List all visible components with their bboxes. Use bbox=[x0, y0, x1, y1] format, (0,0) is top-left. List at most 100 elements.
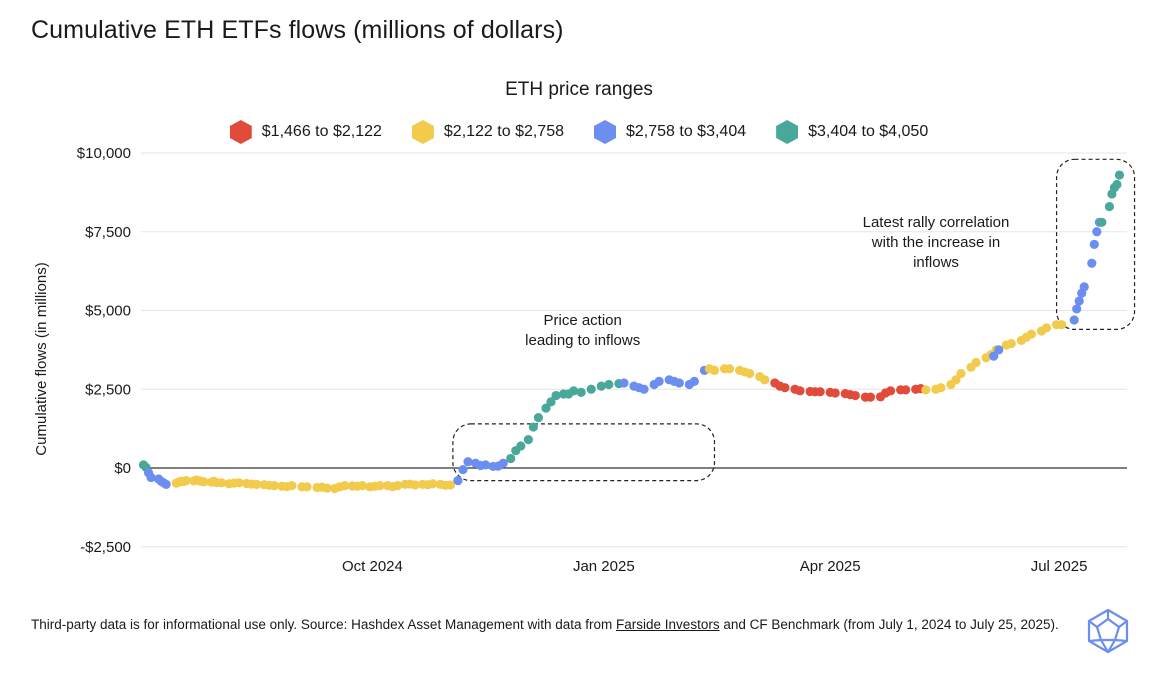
annotation-texts: Price action leading to inflows Latest ral… bbox=[525, 214, 1009, 349]
data-point bbox=[375, 481, 385, 491]
annotation-text: Price action bbox=[544, 312, 622, 329]
data-point bbox=[885, 386, 896, 396]
x-tick-labels: Oct 2024 Jan 2025 Apr 2025 Jul 2025 bbox=[342, 558, 1087, 575]
farside-link[interactable]: Farside Investors bbox=[616, 617, 720, 632]
data-point bbox=[989, 351, 999, 361]
data-point bbox=[1026, 329, 1037, 339]
data-point bbox=[760, 375, 770, 385]
data-point bbox=[951, 375, 961, 385]
footer-text-end: and CF Benchmark (from July 1, 2024 to J… bbox=[719, 617, 1059, 632]
legend: $1,466 to $2,122 $2,122 to $2,758 $2,758… bbox=[0, 120, 1158, 144]
data-point bbox=[410, 480, 420, 490]
data-point bbox=[1097, 217, 1107, 227]
data-point bbox=[1089, 239, 1099, 249]
y-tick-label: $7,500 bbox=[85, 224, 131, 241]
annotation-box bbox=[1055, 158, 1136, 331]
data-point bbox=[392, 481, 403, 491]
data-point bbox=[287, 481, 297, 491]
data-point bbox=[1114, 170, 1125, 180]
data-point bbox=[1112, 179, 1122, 190]
data-point bbox=[216, 478, 227, 488]
data-point bbox=[956, 368, 966, 379]
legend-swatch-blue bbox=[594, 120, 616, 144]
data-point bbox=[815, 387, 825, 397]
y-tick-label: -$2,500 bbox=[80, 539, 131, 556]
legend-label: $2,758 to $3,404 bbox=[626, 123, 747, 140]
data-point bbox=[445, 480, 455, 490]
data-point bbox=[586, 384, 596, 394]
data-point bbox=[458, 464, 468, 475]
data-point bbox=[357, 481, 367, 491]
data-points bbox=[138, 170, 1125, 494]
data-point bbox=[745, 368, 755, 379]
legend-label: $3,404 to $4,050 bbox=[808, 123, 929, 140]
data-point bbox=[795, 386, 805, 396]
x-tick-label: Apr 2025 bbox=[800, 558, 861, 575]
data-point bbox=[161, 479, 171, 489]
data-point bbox=[850, 390, 860, 401]
data-point bbox=[463, 457, 473, 467]
legend-item-range-2: $2,122 to $2,758 bbox=[411, 120, 564, 144]
legend-item-range-3: $2,758 to $3,404 bbox=[594, 120, 746, 144]
data-point bbox=[234, 478, 244, 488]
data-point bbox=[921, 385, 931, 395]
legend-swatch-teal bbox=[776, 120, 799, 144]
y-axis-label: Cumulative flows (in millions) bbox=[33, 262, 50, 455]
data-point bbox=[901, 385, 911, 395]
data-point bbox=[498, 458, 508, 468]
data-point bbox=[604, 379, 614, 390]
data-point bbox=[480, 460, 491, 470]
hashdex-logo-icon bbox=[1087, 608, 1129, 654]
legend-swatch-yellow bbox=[411, 120, 434, 144]
footer-note: Third-party data is for informational us… bbox=[31, 615, 1061, 635]
data-point bbox=[528, 422, 538, 432]
data-point bbox=[1104, 201, 1114, 212]
data-point bbox=[780, 383, 790, 393]
data-point bbox=[199, 477, 209, 487]
data-point bbox=[1079, 282, 1089, 292]
data-point bbox=[994, 345, 1004, 355]
grid-lines bbox=[141, 152, 1127, 548]
y-tick-labels: $10,000 $7,500 $5,000 $2,500 $0 -$2,500 bbox=[77, 145, 131, 556]
x-tick-label: Oct 2024 bbox=[342, 558, 403, 575]
y-tick-label: $10,000 bbox=[77, 145, 131, 162]
data-point bbox=[1057, 320, 1067, 330]
x-tick-label: Jan 2025 bbox=[573, 558, 635, 575]
x-tick-label: Jul 2025 bbox=[1031, 558, 1088, 575]
legend-label: $1,466 to $2,122 bbox=[261, 123, 382, 140]
data-point bbox=[1087, 258, 1097, 268]
y-tick-label: $2,500 bbox=[85, 381, 131, 398]
legend-swatch-red bbox=[229, 120, 252, 144]
data-point bbox=[516, 441, 526, 451]
legend-label: $2,122 to $2,758 bbox=[443, 123, 564, 140]
annotation-text: inflows bbox=[913, 254, 959, 271]
data-point bbox=[1069, 315, 1079, 325]
data-point bbox=[453, 476, 463, 486]
data-point bbox=[252, 479, 262, 489]
data-point bbox=[576, 387, 586, 397]
data-point bbox=[709, 365, 720, 375]
data-point bbox=[724, 364, 735, 374]
annotation-box bbox=[452, 423, 716, 482]
annotation-text: with the increase in bbox=[871, 234, 1000, 251]
data-point bbox=[689, 376, 699, 386]
data-point bbox=[674, 378, 684, 388]
data-point bbox=[936, 383, 946, 393]
y-tick-label: $0 bbox=[114, 460, 131, 477]
data-point bbox=[1092, 227, 1102, 237]
data-point bbox=[181, 476, 191, 486]
footer-text: Third-party data is for informational us… bbox=[31, 617, 617, 632]
annotation-boxes bbox=[452, 158, 1136, 482]
data-point bbox=[340, 481, 350, 491]
data-point bbox=[619, 378, 629, 388]
data-point bbox=[639, 384, 649, 394]
annotation-text: Latest rally correlation bbox=[863, 214, 1010, 231]
data-point bbox=[1072, 304, 1082, 314]
data-point bbox=[1041, 323, 1052, 333]
data-point bbox=[551, 390, 561, 401]
data-point bbox=[322, 483, 332, 493]
data-point bbox=[506, 453, 516, 464]
data-point bbox=[865, 392, 876, 402]
data-point bbox=[533, 413, 544, 423]
data-point bbox=[971, 357, 981, 368]
